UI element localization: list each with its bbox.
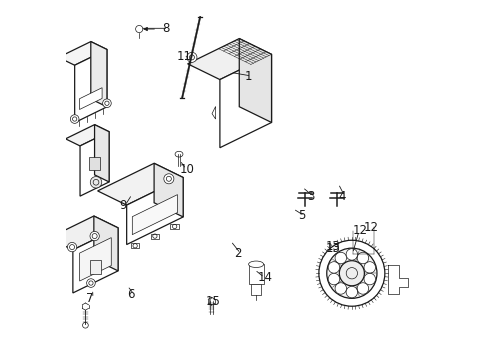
Circle shape: [164, 174, 174, 184]
Polygon shape: [91, 41, 107, 107]
Polygon shape: [95, 125, 109, 182]
Circle shape: [328, 262, 340, 273]
Polygon shape: [239, 39, 271, 122]
Circle shape: [90, 231, 99, 241]
Circle shape: [346, 249, 358, 260]
Text: 6: 6: [127, 288, 135, 301]
Circle shape: [319, 240, 385, 306]
Text: 9: 9: [119, 199, 126, 212]
Polygon shape: [74, 49, 107, 123]
Polygon shape: [188, 39, 271, 80]
Text: 5: 5: [298, 210, 305, 222]
Circle shape: [357, 252, 368, 264]
Polygon shape: [150, 234, 159, 239]
Text: 7: 7: [87, 292, 94, 305]
Circle shape: [102, 99, 111, 108]
Circle shape: [327, 248, 377, 298]
Text: 10: 10: [180, 163, 195, 176]
Text: 4: 4: [338, 190, 346, 203]
Circle shape: [187, 52, 197, 62]
Text: 14: 14: [258, 271, 273, 284]
Circle shape: [335, 252, 346, 264]
Bar: [251, 284, 262, 295]
Polygon shape: [80, 132, 109, 196]
Text: 3: 3: [307, 190, 314, 203]
Text: 12: 12: [364, 221, 378, 234]
Polygon shape: [171, 224, 179, 229]
Text: 2: 2: [234, 247, 242, 260]
Circle shape: [357, 283, 368, 294]
Polygon shape: [49, 216, 118, 250]
Text: 13: 13: [326, 242, 341, 255]
Text: 13: 13: [326, 240, 341, 253]
Circle shape: [90, 176, 102, 188]
Polygon shape: [73, 228, 118, 293]
Text: 12: 12: [353, 224, 368, 238]
Bar: [248, 264, 264, 284]
Bar: [91, 260, 100, 274]
Polygon shape: [131, 243, 140, 248]
Bar: [89, 157, 100, 170]
Ellipse shape: [175, 151, 183, 157]
Polygon shape: [58, 41, 107, 65]
Text: 15: 15: [205, 295, 221, 308]
Ellipse shape: [248, 261, 264, 267]
Polygon shape: [154, 163, 183, 217]
Circle shape: [68, 242, 77, 252]
Polygon shape: [94, 216, 118, 271]
Circle shape: [71, 115, 79, 123]
Polygon shape: [80, 238, 111, 281]
Polygon shape: [66, 125, 109, 146]
Circle shape: [82, 322, 88, 328]
Text: 1: 1: [245, 69, 252, 82]
Text: 8: 8: [162, 22, 169, 35]
Polygon shape: [212, 107, 216, 119]
Polygon shape: [132, 195, 177, 235]
Polygon shape: [98, 163, 183, 205]
Circle shape: [364, 262, 375, 273]
Polygon shape: [79, 88, 102, 109]
Circle shape: [339, 261, 365, 286]
Circle shape: [136, 26, 143, 33]
Circle shape: [87, 279, 95, 287]
Circle shape: [346, 286, 358, 298]
Circle shape: [335, 283, 346, 294]
Polygon shape: [126, 177, 183, 244]
Circle shape: [328, 273, 340, 285]
Polygon shape: [220, 54, 271, 148]
Text: 11: 11: [177, 50, 192, 63]
Circle shape: [364, 273, 375, 285]
